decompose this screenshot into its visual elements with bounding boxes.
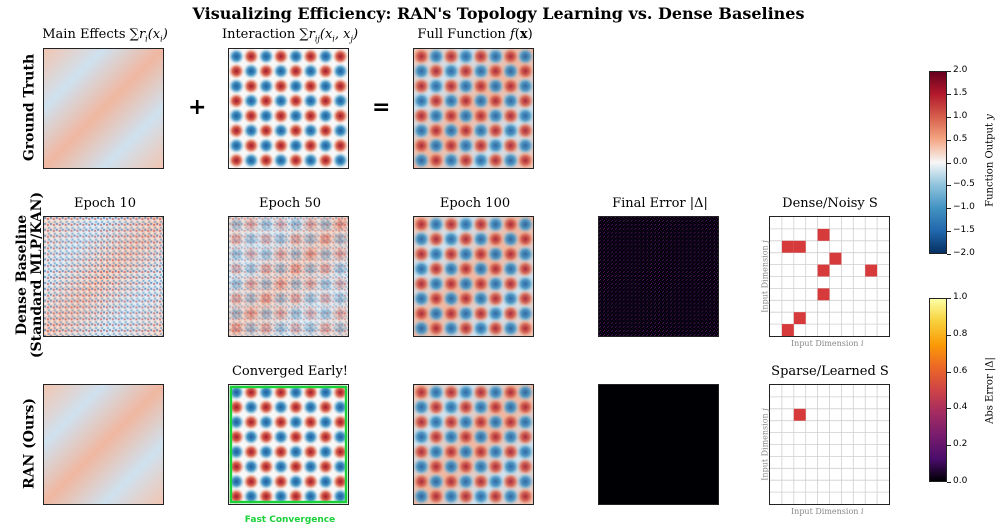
- ran-full-heatmap: [413, 384, 534, 505]
- function-colorbar-label: Function Output y: [984, 114, 996, 207]
- plus-operator: +: [188, 95, 207, 120]
- dense-topology-ylabel: Input Dimension j: [760, 240, 770, 313]
- colorbar-tick-mark: [947, 254, 951, 255]
- final-error-title: Final Error |Δ|: [612, 196, 708, 211]
- colorbar-tick-label: −2.0: [953, 248, 975, 258]
- colorbar-tick-mark: [947, 139, 951, 141]
- error-colorbar-label: Abs Error |Δ|: [984, 357, 996, 424]
- colorbar-tick-mark: [947, 93, 951, 95]
- figure-title: Visualizing Efficiency: RAN's Topology L…: [192, 4, 805, 23]
- active-interaction-cell: [793, 312, 806, 325]
- active-interaction-cell: [793, 240, 806, 253]
- active-interaction-cell: [829, 252, 842, 265]
- ran-main-heatmap: [43, 384, 164, 505]
- colorbar-tick-label: 1.0: [953, 292, 968, 302]
- colorbar-tick-label: −0.5: [953, 179, 975, 190]
- colorbar-tick-label: −1.5: [953, 225, 975, 236]
- row-label-ran: RAN (Ours): [21, 397, 38, 490]
- colorbar-tick-label: 0.4: [953, 402, 968, 413]
- epoch10-heatmap: [43, 216, 164, 337]
- main-effects-heatmap: [43, 48, 164, 169]
- equals-operator: =: [372, 95, 391, 120]
- colorbar-tick-mark: [947, 482, 951, 483]
- colorbar-tick-mark: [947, 334, 951, 336]
- ran-topology-grid: [769, 384, 890, 505]
- epoch10-title: Epoch 10: [74, 196, 136, 211]
- colorbar-tick-label: −1.0: [953, 202, 975, 213]
- interaction-title: Interaction ∑rij(xi, xj): [221, 27, 359, 44]
- colorbar-tick-mark: [947, 208, 951, 210]
- ran-error-heatmap: [598, 384, 719, 505]
- active-interaction-cell: [781, 240, 794, 253]
- fast-convergence-label: Fast Convergence: [244, 515, 336, 525]
- colorbar-tick-label: 0.5: [953, 133, 968, 144]
- row-label-dense: Dense Baseline (Standard MLP/KAN): [14, 191, 45, 359]
- active-interaction-cell: [817, 288, 830, 301]
- ran-topology-ylabel: Input Dimension j: [760, 408, 770, 481]
- colorbar-tick-mark: [947, 116, 951, 118]
- active-interaction-cell: [781, 324, 794, 336]
- colorbar-tick-mark: [947, 231, 951, 233]
- colorbar-tick-label: 0.8: [953, 328, 968, 339]
- colorbar-tick-mark: [947, 445, 951, 447]
- full-function-title: Full Function f(x): [417, 27, 533, 42]
- ran-interaction-heatmap: [228, 384, 349, 505]
- colorbar-tick-label: 0.0: [953, 476, 968, 486]
- colorbar-tick-label: 0.6: [953, 365, 968, 376]
- interaction-heatmap: [228, 48, 349, 169]
- epoch100-heatmap: [413, 216, 534, 337]
- epoch100-title: Epoch 100: [439, 196, 511, 211]
- colorbar-tick-mark: [947, 371, 951, 373]
- final-error-heatmap: [598, 216, 719, 337]
- colorbar-tick-label: 0.2: [953, 439, 968, 450]
- colorbar-tick-mark: [947, 162, 951, 164]
- ran-topology-title: Sparse/Learned S: [771, 364, 889, 379]
- epoch50-heatmap: [228, 216, 349, 337]
- full-function-heatmap: [413, 48, 534, 169]
- active-interaction-cell: [817, 228, 830, 241]
- active-interaction-cell: [793, 408, 806, 421]
- colorbar-tick-mark: [947, 408, 951, 410]
- dense-topology-xlabel: Input Dimension i: [791, 339, 864, 348]
- dense-topology-title: Dense/Noisy S: [782, 196, 878, 211]
- converged-title: Converged Early!: [231, 364, 349, 379]
- ran-topology-xlabel: Input Dimension i: [791, 507, 864, 516]
- colorbar-tick-label: 2.0: [953, 65, 968, 75]
- colorbar-tick-label: 1.5: [953, 87, 968, 98]
- dense-topology-grid: [769, 216, 890, 337]
- active-interaction-cell: [817, 264, 830, 277]
- active-interaction-cell: [865, 264, 878, 277]
- colorbar-tick-mark: [947, 185, 951, 187]
- colorbar-tick-label: 1.0: [953, 110, 968, 121]
- error-colorbar: [929, 298, 947, 482]
- main-effects-title: Main Effects ∑ri(xi): [42, 27, 168, 44]
- row-label-ground-truth: Ground Truth: [21, 53, 38, 162]
- colorbar-tick-mark: [947, 298, 951, 299]
- function-colorbar: [929, 71, 947, 254]
- epoch50-title: Epoch 50: [259, 196, 321, 211]
- colorbar-tick-label: 0.0: [953, 156, 968, 167]
- colorbar-tick-mark: [947, 71, 951, 72]
